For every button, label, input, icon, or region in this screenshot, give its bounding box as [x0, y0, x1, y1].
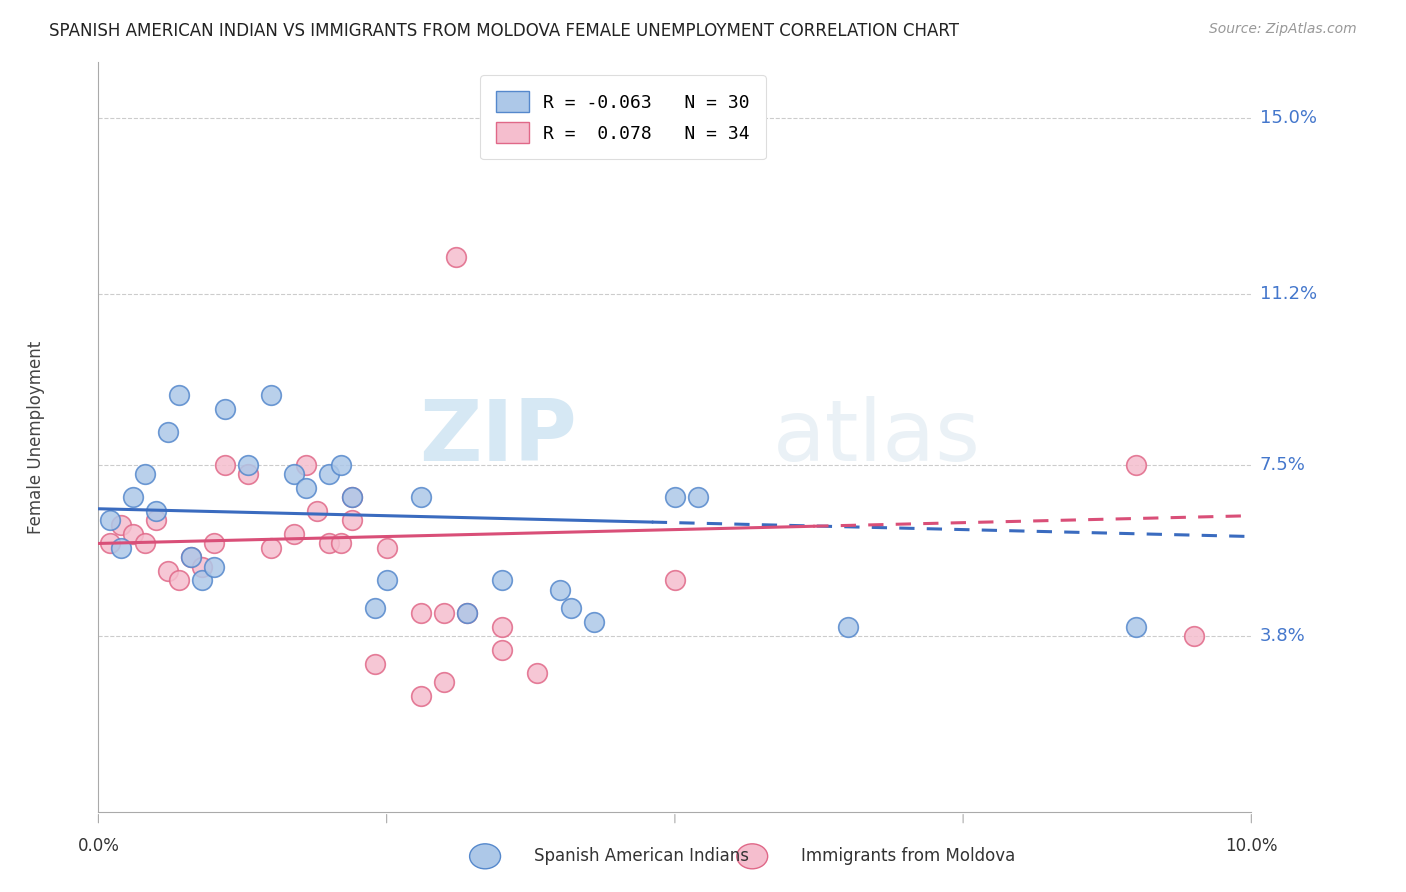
Point	[180, 550, 202, 565]
Point	[122, 527, 145, 541]
Ellipse shape	[737, 844, 768, 869]
Point	[456, 606, 478, 620]
Text: Spanish American Indians: Spanish American Indians	[534, 847, 749, 865]
Point	[664, 490, 686, 504]
Point	[238, 467, 260, 481]
Point	[340, 490, 363, 504]
Point	[411, 689, 433, 703]
Point	[98, 536, 121, 550]
Point	[156, 564, 179, 578]
Point	[340, 490, 363, 504]
Point	[110, 541, 132, 555]
Point	[283, 467, 305, 481]
Text: Source: ZipAtlas.com: Source: ZipAtlas.com	[1209, 22, 1357, 37]
Point	[167, 388, 190, 402]
Text: Immigrants from Moldova: Immigrants from Moldova	[801, 847, 1015, 865]
Text: ZIP: ZIP	[419, 395, 576, 479]
Text: 10.0%: 10.0%	[1225, 837, 1278, 855]
Point	[329, 458, 352, 472]
Point	[156, 425, 179, 440]
Point	[491, 620, 513, 634]
Point	[411, 606, 433, 620]
Text: atlas: atlas	[773, 395, 981, 479]
Point	[98, 513, 121, 527]
Point	[491, 574, 513, 588]
Point	[191, 574, 214, 588]
Point	[214, 458, 236, 472]
Point	[167, 574, 190, 588]
Point	[1182, 629, 1205, 643]
Point	[433, 675, 456, 690]
Point	[110, 518, 132, 533]
Point	[318, 467, 340, 481]
Point	[295, 458, 318, 472]
Point	[238, 458, 260, 472]
Point	[364, 601, 387, 615]
Point	[664, 574, 686, 588]
Point	[491, 643, 513, 657]
Point	[1125, 458, 1147, 472]
Point	[444, 250, 467, 264]
Point	[1125, 620, 1147, 634]
Ellipse shape	[470, 844, 501, 869]
Point	[295, 481, 318, 495]
Point	[260, 388, 283, 402]
Point	[260, 541, 283, 555]
Point	[411, 490, 433, 504]
Point	[145, 513, 167, 527]
Point	[364, 657, 387, 671]
Point	[433, 606, 456, 620]
Point	[583, 615, 606, 629]
Point	[180, 550, 202, 565]
Point	[548, 582, 571, 597]
Point	[340, 513, 363, 527]
Point	[214, 402, 236, 417]
Point	[202, 536, 225, 550]
Point	[456, 606, 478, 620]
Point	[560, 601, 582, 615]
Point	[329, 536, 352, 550]
Point	[318, 536, 340, 550]
Point	[283, 527, 305, 541]
Point	[134, 536, 156, 550]
Point	[307, 504, 329, 518]
Point	[526, 665, 548, 680]
Point	[375, 541, 398, 555]
Text: Female Unemployment: Female Unemployment	[27, 341, 45, 533]
Point	[134, 467, 156, 481]
Text: 3.8%: 3.8%	[1260, 627, 1305, 645]
Legend: R = -0.063   N = 30, R =  0.078   N = 34: R = -0.063 N = 30, R = 0.078 N = 34	[479, 75, 766, 160]
Text: 11.2%: 11.2%	[1260, 285, 1317, 302]
Text: 15.0%: 15.0%	[1260, 109, 1316, 127]
Point	[202, 559, 225, 574]
Point	[686, 490, 709, 504]
Text: 7.5%: 7.5%	[1260, 456, 1306, 474]
Point	[122, 490, 145, 504]
Text: 0.0%: 0.0%	[77, 837, 120, 855]
Point	[375, 574, 398, 588]
Point	[191, 559, 214, 574]
Point	[145, 504, 167, 518]
Text: SPANISH AMERICAN INDIAN VS IMMIGRANTS FROM MOLDOVA FEMALE UNEMPLOYMENT CORRELATI: SPANISH AMERICAN INDIAN VS IMMIGRANTS FR…	[49, 22, 959, 40]
Point	[837, 620, 859, 634]
